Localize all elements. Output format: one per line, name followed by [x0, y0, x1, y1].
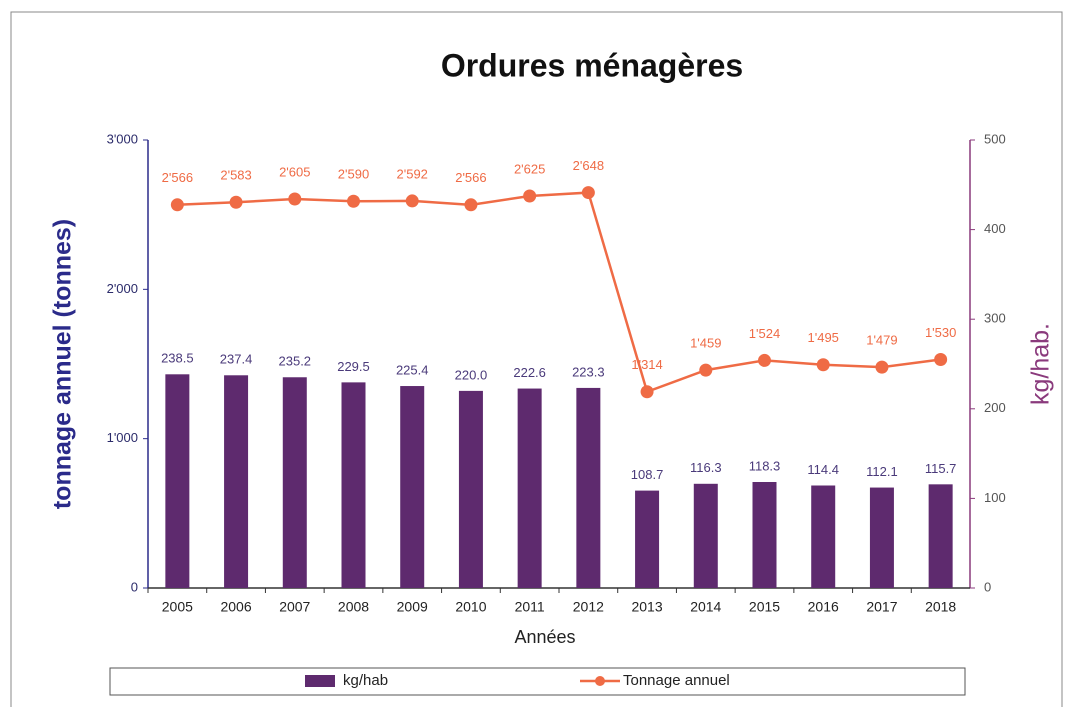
line-marker — [699, 363, 713, 377]
line-marker — [875, 360, 889, 374]
bar-value-label: 118.3 — [749, 458, 781, 473]
legend-label: Tonnage annuel — [623, 672, 730, 689]
bar — [282, 377, 307, 588]
x-tick-label: 2014 — [690, 599, 721, 615]
line-value-label: 2'590 — [338, 167, 369, 182]
y-tick-label: 3'000 — [107, 131, 138, 146]
bar — [400, 386, 425, 588]
x-tick-label: 2009 — [397, 599, 428, 615]
y2-tick-label: 0 — [984, 579, 991, 594]
bar — [517, 388, 542, 588]
line-value-label: 2'566 — [162, 170, 193, 185]
x-tick-label: 2015 — [749, 599, 780, 615]
bar — [458, 390, 483, 588]
legend-label: kg/hab — [343, 672, 388, 689]
bar — [341, 382, 366, 588]
line-marker — [170, 198, 184, 212]
line-marker — [640, 385, 654, 399]
line-marker — [758, 353, 771, 367]
legend-box — [109, 667, 966, 696]
chart-title: Ordures ménagères — [441, 47, 743, 83]
bar-value-label: 223.3 — [572, 364, 605, 379]
y-axis-label: tonnage annuel (tonnes) — [49, 219, 77, 509]
bar-value-label: 116.3 — [690, 460, 722, 475]
bar — [693, 483, 718, 588]
line-marker — [464, 198, 478, 212]
line-value-label: 1'314 — [631, 357, 662, 372]
line-value-label: 1'459 — [690, 336, 721, 351]
bar — [576, 387, 601, 588]
y2-tick-label: 400 — [984, 221, 1006, 236]
line-marker — [816, 358, 830, 372]
y2-tick-label: 300 — [984, 311, 1006, 326]
legend-swatch — [305, 675, 335, 687]
line-marker — [405, 194, 419, 208]
line-value-label: 1'530 — [925, 325, 956, 340]
bar-value-label: 237.4 — [220, 352, 253, 367]
y2-tick-label: 100 — [984, 490, 1006, 505]
line-value-label: 1'479 — [866, 333, 897, 348]
x-tick-label: 2011 — [515, 599, 545, 615]
bar — [165, 374, 190, 588]
y-tick-label: 0 — [131, 579, 138, 594]
x-tick-label: 2016 — [808, 599, 839, 615]
y2-axis-label: kg/hab. — [1027, 323, 1055, 405]
bar — [224, 375, 249, 588]
y-tick-label: 1'000 — [107, 430, 138, 445]
bar — [811, 485, 836, 588]
x-tick-label: 2006 — [220, 599, 251, 615]
line — [177, 191, 941, 394]
line-marker — [288, 192, 302, 206]
bar-value-label: 222.6 — [513, 365, 546, 380]
x-tick-label: 2010 — [455, 599, 486, 615]
bar — [928, 484, 953, 588]
x-tick-label: 2008 — [338, 599, 369, 615]
line-value-label: 2'625 — [514, 161, 545, 176]
x-tick-label: 2018 — [925, 599, 956, 615]
x-tick-label: 2007 — [279, 599, 310, 615]
line-value-label: 2'583 — [220, 168, 251, 183]
line-marker — [934, 353, 948, 367]
bar-value-label: 115.7 — [925, 461, 957, 476]
x-axis-label: Années — [514, 627, 575, 647]
bar — [869, 487, 894, 588]
line-marker — [523, 189, 537, 203]
line-value-label: 2'592 — [397, 166, 428, 181]
x-tick-label: 2012 — [573, 599, 604, 615]
bar-value-label: 235.2 — [279, 354, 312, 369]
x-tick-label: 2013 — [631, 599, 662, 615]
line-value-label: 2'566 — [455, 170, 486, 185]
legend-swatch-marker — [595, 676, 605, 686]
x-tick-label: 2005 — [162, 599, 193, 615]
bar-value-label: 225.4 — [396, 362, 429, 377]
bar-value-label: 114.4 — [807, 462, 839, 477]
bar-value-label: 108.7 — [631, 467, 664, 482]
line-value-label: 1'495 — [808, 330, 839, 345]
bar-value-label: 220.0 — [455, 367, 488, 382]
y-tick-label: 2'000 — [107, 281, 138, 296]
line-value-label: 2'605 — [279, 164, 310, 179]
line-marker — [581, 186, 595, 200]
y2-tick-label: 200 — [984, 400, 1006, 415]
bar — [752, 482, 777, 588]
bar-value-label: 229.5 — [337, 359, 370, 374]
x-tick-label: 2017 — [866, 599, 897, 615]
line-value-label: 1'524 — [749, 326, 780, 341]
line-marker — [347, 194, 360, 208]
bar — [635, 490, 660, 588]
line-marker — [229, 195, 243, 209]
bar-value-label: 238.5 — [161, 351, 194, 366]
line-value-label: 2'648 — [573, 158, 604, 173]
y2-tick-label: 500 — [984, 131, 1006, 146]
bar-value-label: 112.1 — [866, 464, 898, 479]
chart-frame — [10, 11, 1063, 707]
